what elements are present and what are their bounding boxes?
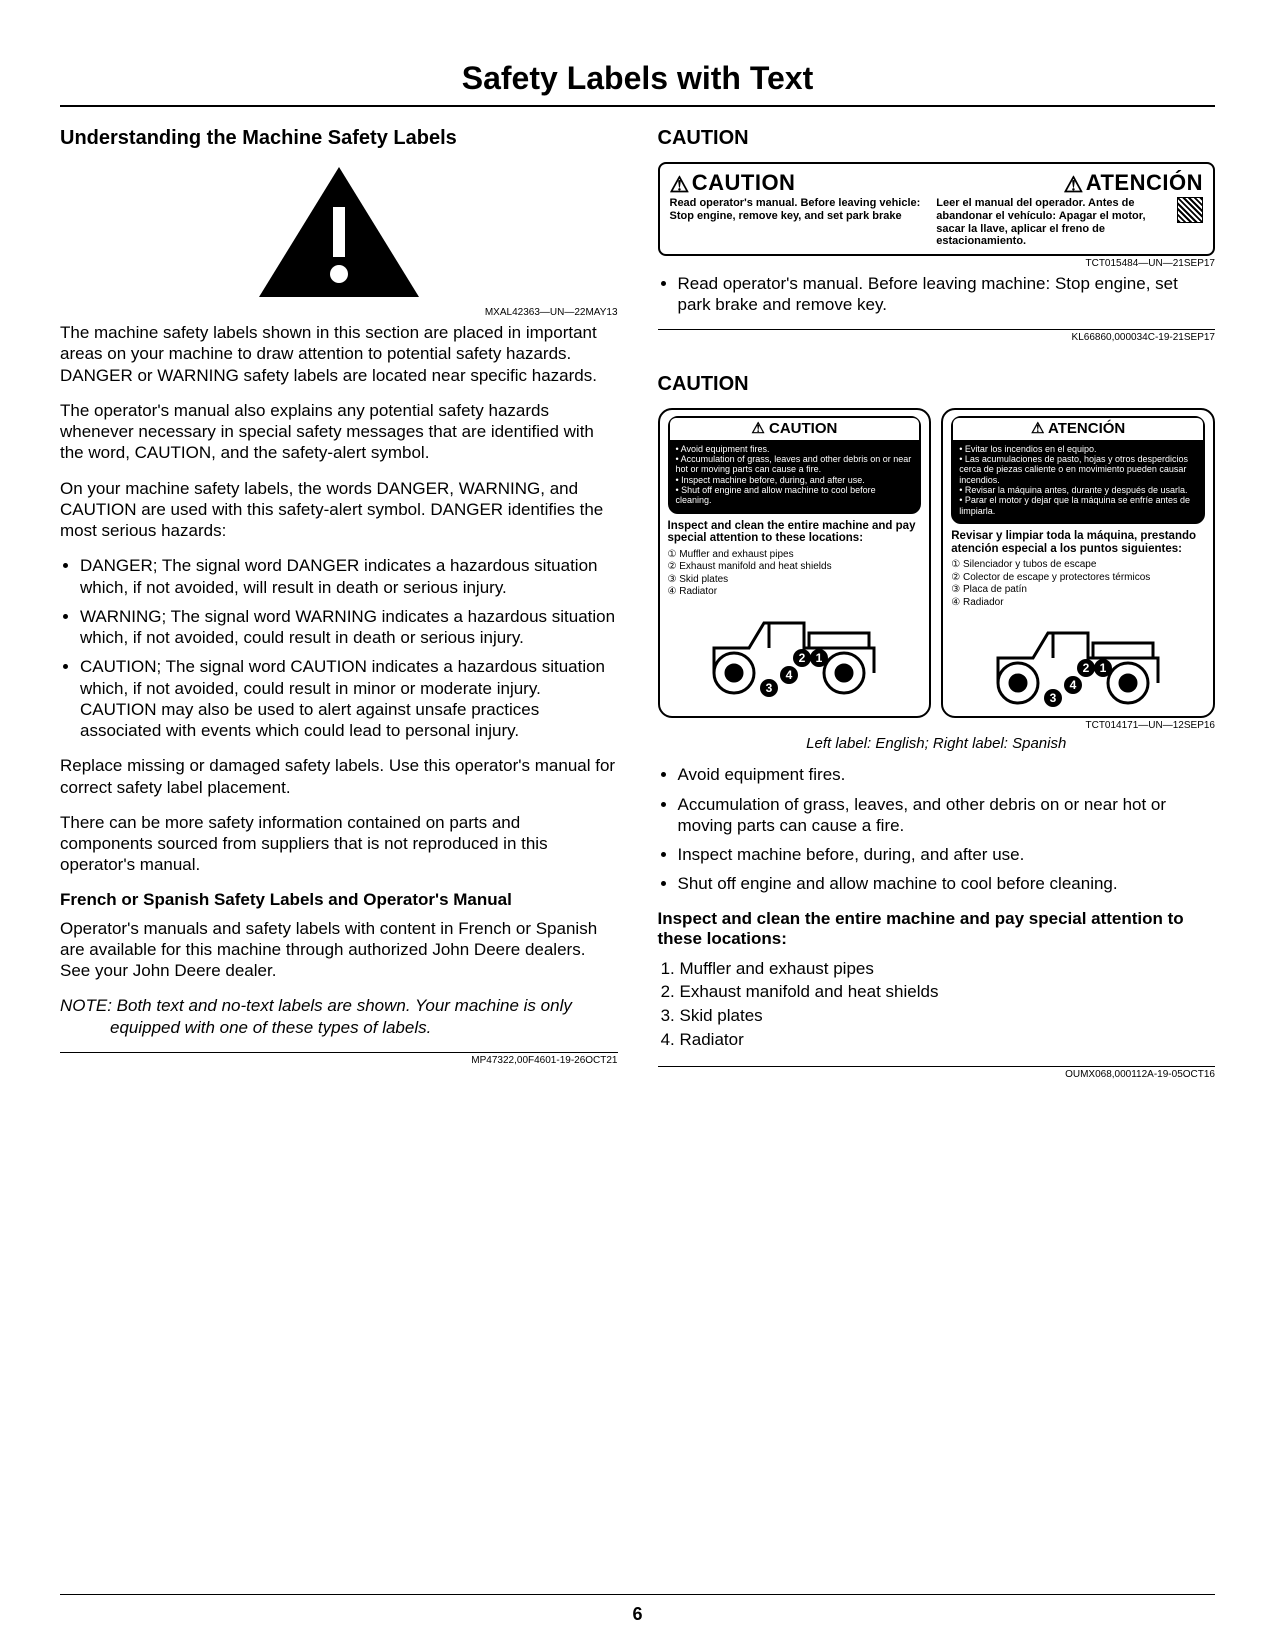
left-bullet: DANGER; The signal word DANGER indicates…: [80, 555, 618, 598]
caution2-bullet: Avoid equipment fires.: [678, 764, 1216, 785]
left-bullet: WARNING; The signal word WARNING indicat…: [80, 606, 618, 649]
page-number: 6: [0, 1604, 1275, 1625]
left-p3: On your machine safety labels, the words…: [60, 478, 618, 542]
left-p6: Operator's manuals and safety labels wit…: [60, 918, 618, 982]
caution2-es-top: • Evitar los incendios en el equipo. • L…: [959, 444, 1197, 516]
left-heading: Understanding the Machine Safety Labels: [60, 127, 618, 150]
left-p5: There can be more safety information con…: [60, 812, 618, 876]
left-p2: The operator's manual also explains any …: [60, 400, 618, 464]
caution1-en-text: Read operator's manual. Before leaving v…: [670, 197, 937, 248]
caution2-subheading: Inspect and clean the entire machine and…: [658, 909, 1216, 949]
caution2-es-list: ① Silenciador y tubos de escape ② Colect…: [951, 559, 1205, 609]
caution2-numitem: Radiator: [680, 1028, 1216, 1052]
caution2-en-cap: ⚠ CAUTION: [670, 418, 920, 439]
right-column: CAUTION ⚠CAUTION ⚠ATENCIÓN Read operator…: [658, 127, 1216, 1080]
caution2-footer-ref: OUMX068,000112A-19-05OCT16: [658, 1066, 1216, 1080]
caution2-es-mid: Revisar y limpiar toda la máquina, prest…: [951, 530, 1205, 555]
left-note: NOTE: Both text and no-text labels are s…: [60, 995, 618, 1038]
caution2-bullets: Avoid equipment fires. Accumulation of g…: [678, 764, 1216, 894]
caution2-img-ref: TCT014171—UN—12SEP16: [658, 720, 1216, 731]
vehicle-icon: 1 2 3 4: [978, 613, 1178, 708]
caution2-bullet: Accumulation of grass, leaves, and other…: [678, 794, 1216, 837]
svg-text:2: 2: [1083, 661, 1090, 675]
left-column: Understanding the Machine Safety Labels …: [60, 127, 618, 1080]
page-title: Safety Labels with Text: [60, 60, 1215, 97]
caution2-numitem: Exhaust manifold and heat shields: [680, 980, 1216, 1004]
caution2-en-mid: Inspect and clean the entire machine and…: [668, 520, 922, 545]
caution2-heading: CAUTION: [658, 373, 1216, 396]
caution1-footer-ref: KL66860,000034C-19-21SEP17: [658, 329, 1216, 343]
caution2-numlist: Muffler and exhaust pipes Exhaust manifo…: [680, 957, 1216, 1052]
caution2-bullet: Inspect machine before, during, and afte…: [678, 844, 1216, 865]
svg-text:3: 3: [1050, 691, 1057, 705]
caution1-img-ref: TCT015484—UN—21SEP17: [658, 258, 1216, 269]
warning-triangle-icon: [254, 162, 424, 302]
svg-text:1: 1: [1100, 661, 1107, 675]
caution2-en-top: • Avoid equipment fires. • Accumulation …: [676, 444, 914, 506]
caution2-label-pair: ⚠ CAUTION • Avoid equipment fires. • Acc…: [658, 408, 1216, 718]
caution1-bullet: Read operator's manual. Before leaving m…: [678, 273, 1216, 316]
left-subheading: French or Spanish Safety Labels and Oper…: [60, 890, 618, 910]
svg-text:3: 3: [766, 681, 773, 695]
caution1-heading: CAUTION: [658, 127, 1216, 150]
bottom-rule: [60, 1594, 1215, 1595]
caution2-en-card: ⚠ CAUTION • Avoid equipment fires. • Acc…: [658, 408, 932, 718]
qr-icon: [1177, 197, 1203, 223]
left-bullets: DANGER; The signal word DANGER indicates…: [80, 555, 618, 741]
svg-text:4: 4: [1070, 678, 1077, 692]
columns: Understanding the Machine Safety Labels …: [60, 127, 1215, 1080]
left-bullet: CAUTION; The signal word CAUTION indicat…: [80, 656, 618, 741]
svg-text:1: 1: [816, 651, 823, 665]
caution2-en-list: ① Muffler and exhaust pipes ② Exhaust ma…: [668, 549, 922, 599]
vehicle-icon: 1 2 3 4: [694, 603, 894, 698]
left-footer-ref: MP47322,00F4601-19-26OCT21: [60, 1052, 618, 1066]
caution1-label: ⚠CAUTION ⚠ATENCIÓN Read operator's manua…: [658, 162, 1216, 256]
caution2-es-card: ⚠ ATENCIÓN • Evitar los incendios en el …: [941, 408, 1215, 718]
left-p1: The machine safety labels shown in this …: [60, 322, 618, 386]
caution2-bullet: Shut off engine and allow machine to coo…: [678, 873, 1216, 894]
caution1-es-text: Leer el manual del operador. Antes de ab…: [936, 197, 1203, 248]
svg-text:4: 4: [786, 668, 793, 682]
caution1-es-caption: ⚠ATENCIÓN: [1064, 170, 1204, 197]
left-p4: Replace missing or damaged safety labels…: [60, 755, 618, 798]
title-rule: [60, 105, 1215, 107]
caution2-caption: Left label: English; Right label: Spanis…: [658, 735, 1216, 752]
caution2-numitem: Skid plates: [680, 1004, 1216, 1028]
caution1-en-caption: ⚠CAUTION: [670, 170, 796, 197]
warning-img-ref: MXAL42363—UN—22MAY13: [60, 307, 618, 318]
caution1-bullets: Read operator's manual. Before leaving m…: [678, 273, 1216, 316]
caution2-es-cap: ⚠ ATENCIÓN: [953, 418, 1203, 439]
caution2-numitem: Muffler and exhaust pipes: [680, 957, 1216, 981]
svg-text:2: 2: [799, 651, 806, 665]
